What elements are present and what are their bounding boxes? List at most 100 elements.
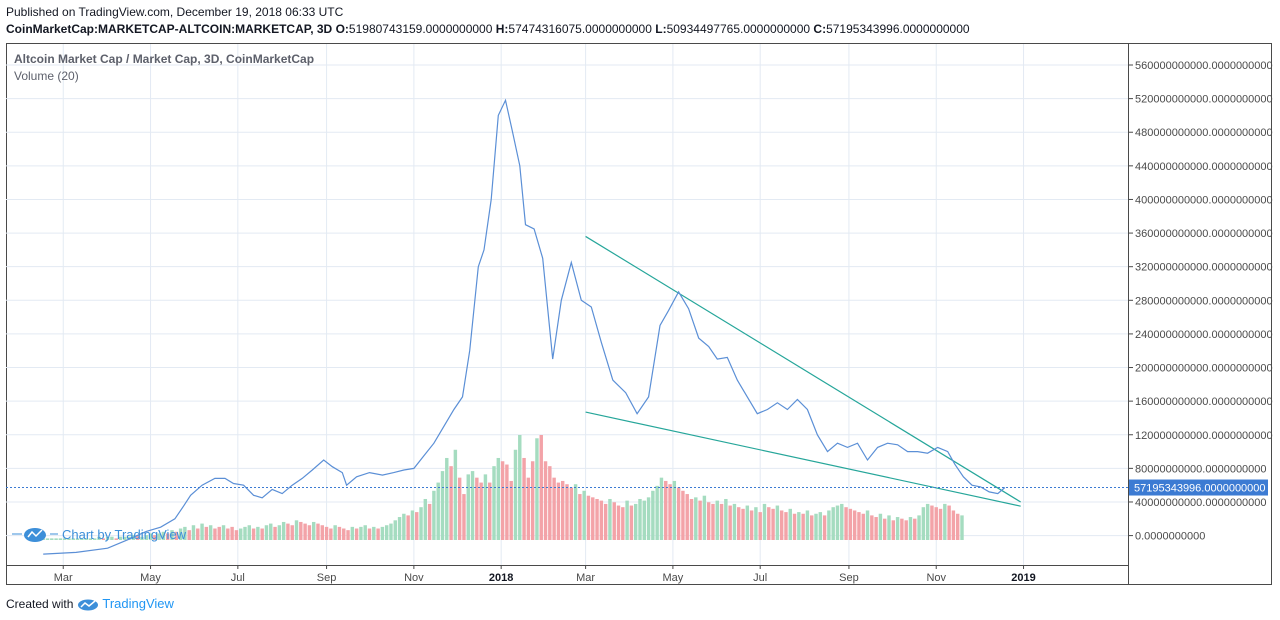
volume-bar-40: [213, 528, 217, 540]
volume-bar-71: [346, 530, 350, 540]
xtick-label-6: Mar: [576, 572, 595, 584]
volume-bar-34: [187, 530, 191, 540]
volume-bar-67: [329, 528, 333, 540]
xtick-label-9: Sep: [839, 572, 859, 584]
volume-bar-156: [711, 503, 715, 540]
time-axis-labels: Mar May Jul Sep Nov 2018 Mar May Jul Sep Nov 2019: [54, 572, 1036, 584]
volume-bar-115: [535, 438, 539, 540]
volume-bar-39: [208, 525, 213, 540]
volume-bar-112: [522, 457, 526, 540]
volume-bar-47: [243, 526, 247, 540]
ytick-label-8: 320000000000.0000000000: [1135, 262, 1273, 274]
volume-bar-6: [67, 538, 71, 540]
volume-bar-99: [466, 474, 470, 540]
volume-bar-26: [153, 535, 157, 540]
volume-bar-190: [857, 512, 861, 540]
volume-bar-157: [715, 500, 719, 540]
volume-bar-200: [900, 518, 904, 540]
volume-bar-59: [294, 520, 299, 540]
volume-bar-35: [191, 525, 196, 540]
volume-bar-65: [320, 525, 324, 540]
volume-bar-31: [174, 531, 179, 540]
volume-bar-195: [878, 513, 883, 540]
volume-bar-30: [170, 530, 174, 540]
volume-bar-124: [573, 484, 578, 540]
volume-bar-134: [616, 505, 621, 540]
volume-bar-204: [917, 515, 921, 540]
volume-bar-37: [200, 523, 204, 540]
xtick-label-8: Jul: [753, 572, 767, 584]
volume-bar-174: [788, 508, 792, 540]
volume-bar-150: [685, 494, 689, 540]
volume-bar-117: [543, 461, 548, 540]
volume-bar-52: [264, 525, 269, 540]
volume-bar-113: [526, 477, 531, 540]
volume-bar-143: [655, 485, 659, 540]
volume-bar-82: [393, 520, 397, 540]
volume-bar-191: [861, 513, 865, 540]
volume-bar-207: [930, 505, 934, 540]
volume-bar-202: [908, 517, 913, 540]
volume-bar-154: [702, 495, 707, 540]
symbol-ohlc-line: CoinMarketCap:MARKETCAP-ALTCOIN:MARKETCA…: [6, 22, 970, 36]
volume-bar-96: [453, 449, 458, 540]
volume-bar-123: [569, 487, 574, 540]
volume-bar-89: [423, 498, 428, 540]
volume-bar-53: [269, 523, 273, 540]
volume-bar-29: [165, 533, 170, 540]
volume-bar-68: [333, 525, 337, 540]
ytick-label-3: 120000000000.0000000000: [1135, 430, 1273, 442]
volume-bar-206: [925, 503, 930, 540]
volume-bar-152: [694, 497, 698, 540]
volume-bar-159: [724, 498, 728, 540]
volume-bar-46: [238, 528, 243, 540]
volume-bar-114: [530, 461, 535, 540]
volume-bar-11: [88, 538, 93, 540]
volume-bar-197: [887, 515, 891, 540]
volume-bar-127: [586, 495, 591, 540]
low-label: L:: [655, 22, 667, 36]
volume-bar-176: [797, 512, 801, 540]
volume-bar-100: [470, 471, 475, 540]
volume-bar-2: [50, 538, 54, 540]
tradingview-brand[interactable]: TradingView: [102, 596, 174, 611]
volume-bar-102: [479, 482, 483, 540]
volume-bar-183: [827, 510, 831, 540]
ytick-label-1: 40000000000.0000000000: [1135, 497, 1267, 509]
grid-lines: [6, 44, 1133, 569]
volume-bar-36: [196, 528, 200, 540]
volume-bar-90: [427, 503, 432, 540]
volume-bar-24: [144, 535, 148, 540]
volume-bar-77: [372, 526, 376, 540]
volume-bar-168: [762, 503, 767, 540]
volume-bar-120: [556, 482, 561, 540]
volume-bar-161: [732, 503, 737, 540]
volume-bar-95: [449, 466, 453, 540]
volume-bar-50: [256, 526, 260, 540]
volume-bar-165: [749, 510, 754, 540]
volume-bar-171: [775, 505, 780, 540]
volume-bar-213: [955, 513, 960, 540]
volume-bar-139: [638, 498, 642, 540]
volume-bar-188: [848, 508, 853, 540]
volume-bar-184: [831, 507, 835, 540]
volume-bar-73: [354, 528, 359, 540]
volume-bar-125: [578, 494, 582, 540]
volume-bar-172: [779, 510, 784, 540]
volume-bar-210: [943, 503, 947, 540]
volume-bar-51: [260, 528, 264, 540]
volume-bar-121: [560, 480, 565, 540]
volume-bar-103: [483, 474, 488, 540]
ytick-label-12: 480000000000.0000000000: [1135, 127, 1273, 139]
volume-bar-199: [895, 517, 900, 540]
trend-line-0: [585, 235, 1021, 503]
volume-bar-13: [97, 536, 101, 540]
volume-bar-177: [801, 513, 805, 540]
close-value: 57195343996.0000000000: [826, 22, 970, 36]
footer: Created with TradingView: [6, 596, 174, 611]
volume-bar-84: [402, 513, 406, 540]
volume-bar-133: [612, 502, 616, 540]
volume-bar-33: [183, 526, 187, 540]
volume-bar-158: [719, 503, 724, 540]
